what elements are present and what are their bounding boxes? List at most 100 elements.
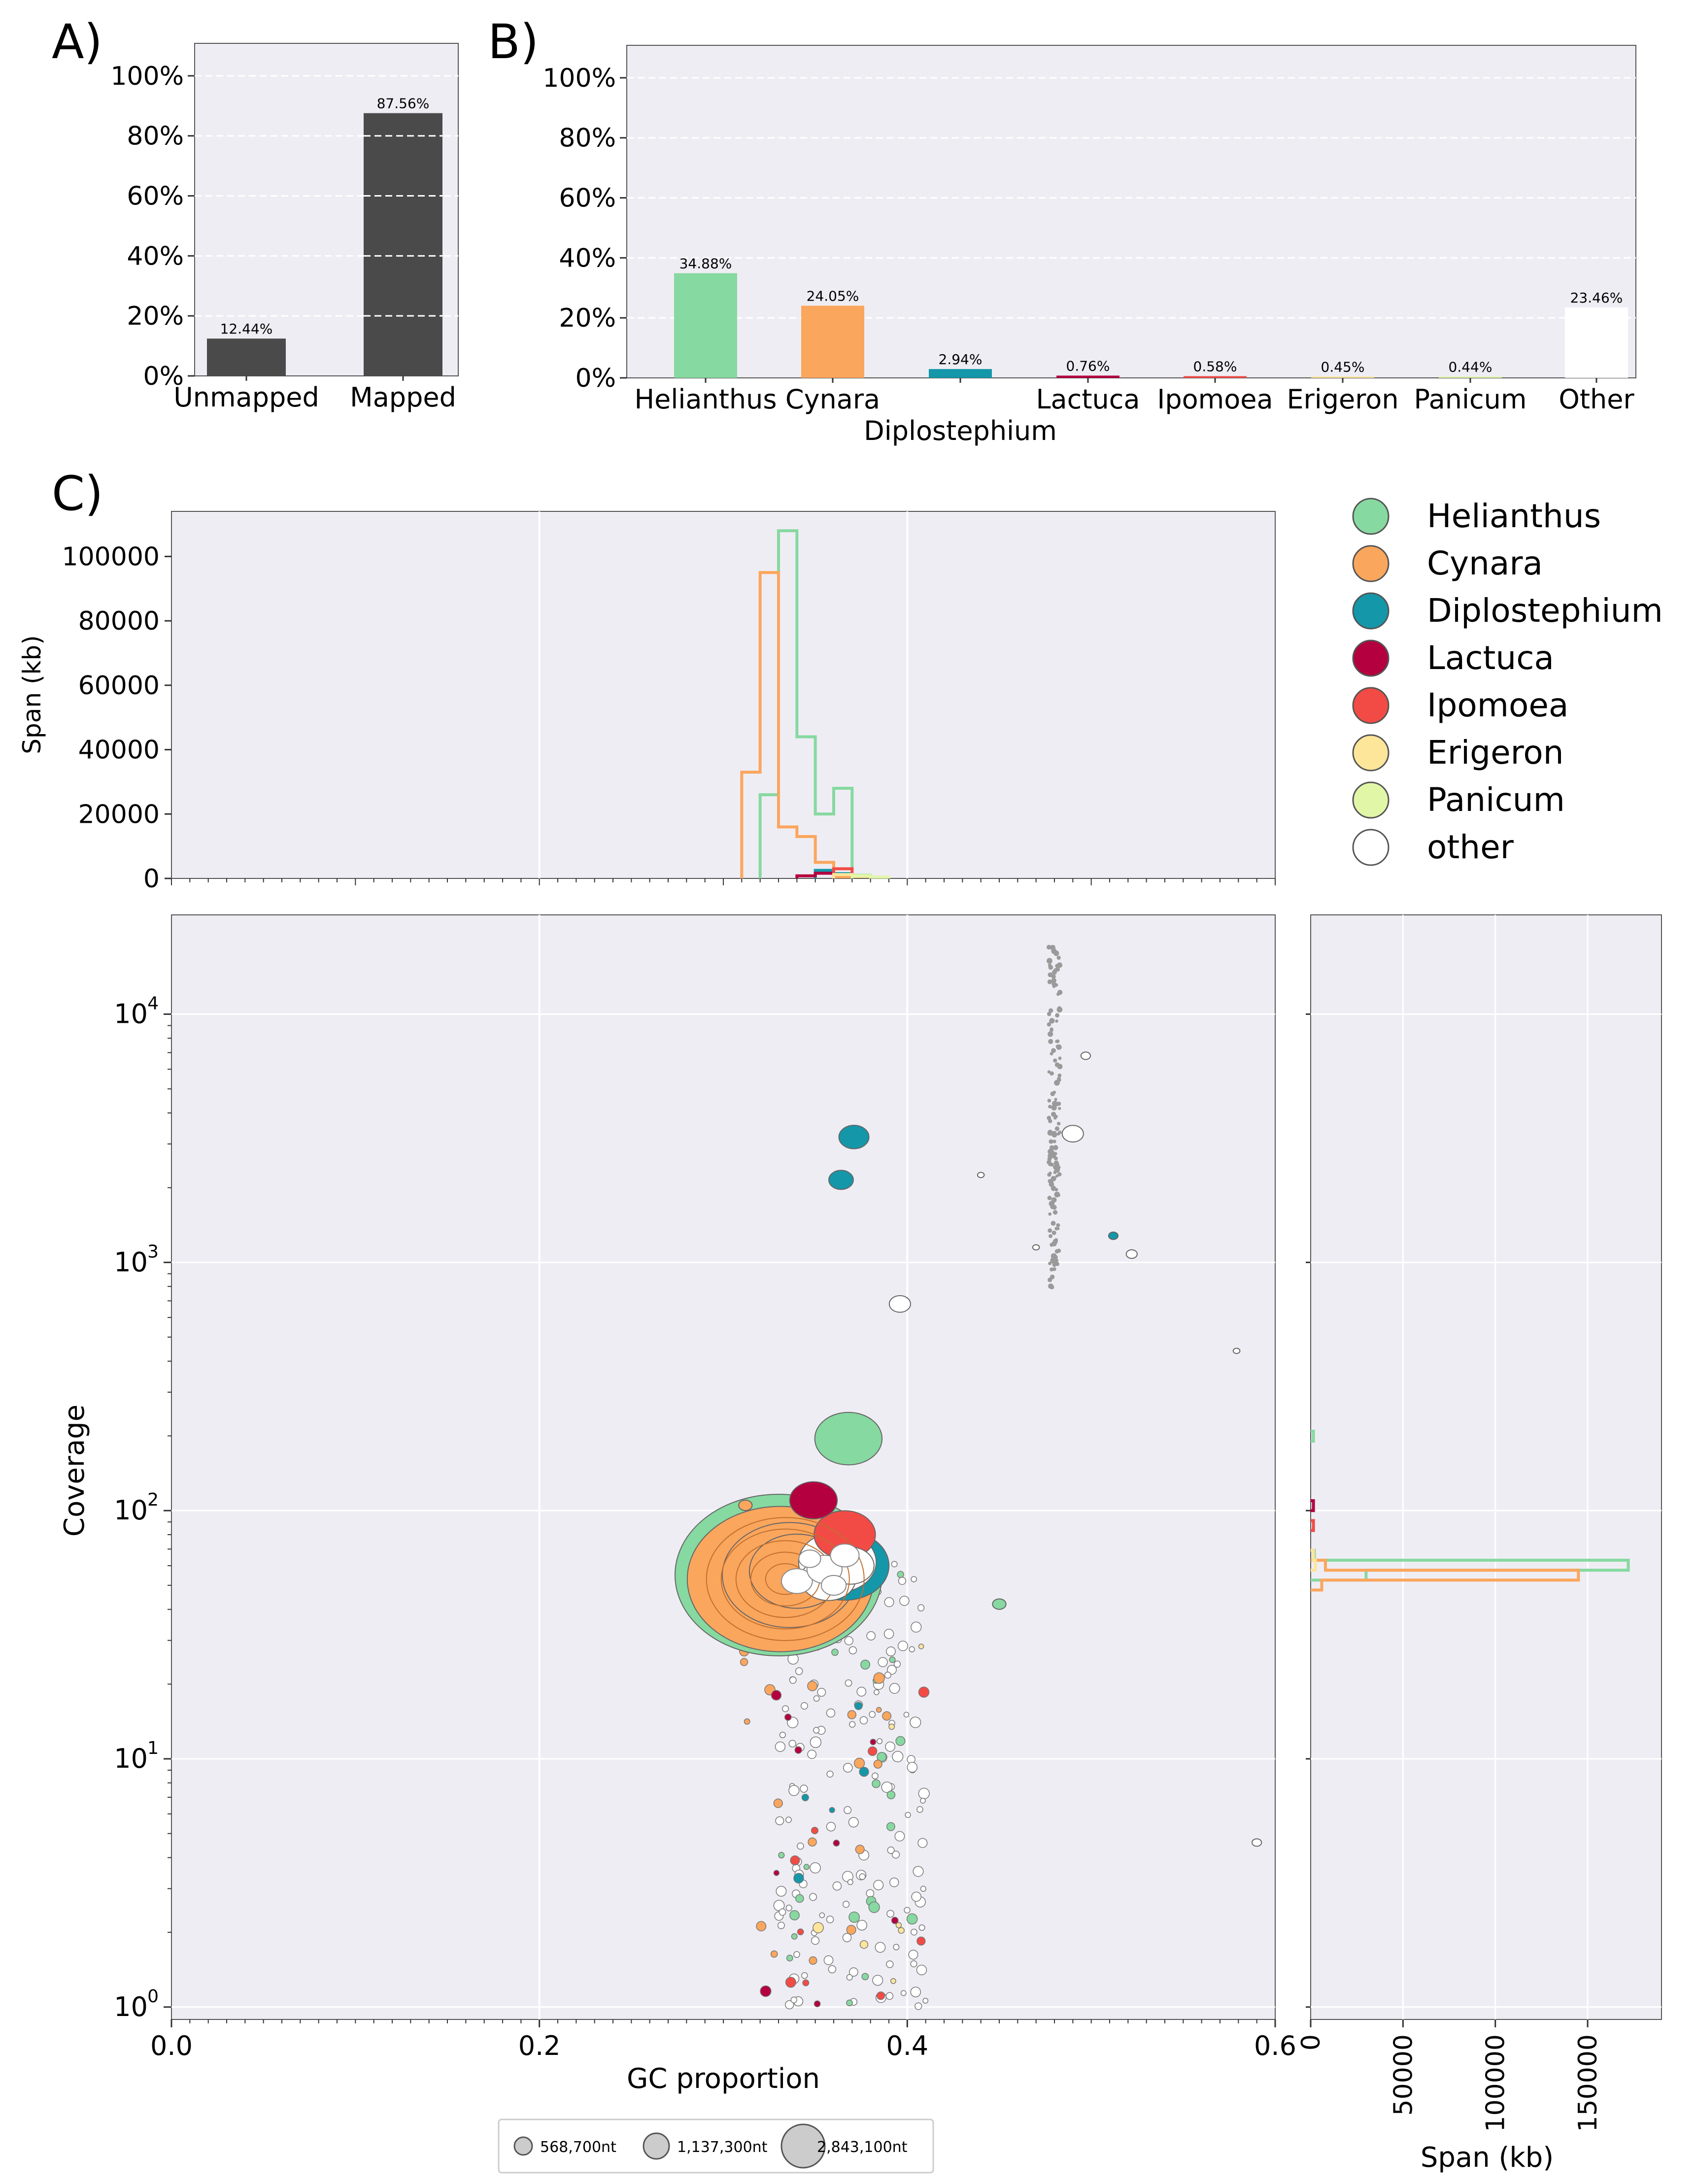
scatter-point-other xyxy=(877,1738,883,1745)
bar-unmapped xyxy=(207,338,286,376)
scatter-point-cynara xyxy=(809,1956,817,1965)
scatter-point-other xyxy=(848,1817,859,1828)
scatter-point-other xyxy=(892,1750,904,1762)
scatter-point-cynara xyxy=(882,1711,892,1721)
scatter-point-other xyxy=(844,1806,852,1814)
scatter-point-other xyxy=(849,1721,856,1728)
scatter-point-other xyxy=(1050,1028,1053,1032)
size-legend-label: 2,843,100nt xyxy=(817,2139,908,2156)
scatter-point-ipomoea xyxy=(785,1977,796,1988)
hist-step-erigeron xyxy=(1311,1548,1317,1572)
scatter-point-other xyxy=(779,1731,786,1739)
scatter-point-other xyxy=(1049,1145,1054,1150)
right-hist-xlabel: Span (kb) xyxy=(1421,2142,1554,2174)
size-legend-frame xyxy=(498,2118,934,2174)
scatter-point-other xyxy=(780,1568,813,1594)
scatter-point-other xyxy=(1058,1056,1062,1060)
scatter-point-other xyxy=(844,1636,853,1646)
scatter-point-other xyxy=(1054,1188,1058,1192)
scatter-point-other xyxy=(1051,1258,1057,1264)
scatter-point-other xyxy=(1054,1098,1057,1101)
bar-value-label: 0.45% xyxy=(1321,359,1365,375)
scatter-point-other xyxy=(920,1797,926,1804)
scatter-point-diplostephium xyxy=(854,1702,863,1711)
scatter-point-other xyxy=(1049,1201,1055,1207)
bar-lactuca xyxy=(1056,375,1119,378)
scatter-point-ipomoea xyxy=(802,1979,810,1986)
scatter-point-other xyxy=(1048,1261,1052,1266)
bar-erigeron xyxy=(1311,376,1374,378)
scatter-point-other xyxy=(1051,1111,1056,1117)
scatter-point-other xyxy=(1057,1074,1062,1078)
scatter-point-helianthus xyxy=(897,1571,904,1578)
scatter-point-other xyxy=(800,1702,808,1710)
scatter-point-ipomoea xyxy=(918,1686,930,1698)
scatter-point-other xyxy=(826,1770,834,1778)
scatter-point-other xyxy=(1053,950,1059,956)
scatter-point-other xyxy=(775,1816,784,1825)
legend-label-helianthus: Helianthus xyxy=(1427,497,1601,535)
x-tick-label: Diplostephium xyxy=(864,415,1057,446)
scatter-point-other xyxy=(1053,968,1057,972)
x-tick-label: 0 xyxy=(1296,2034,1326,2050)
legend-label-panicum: Panicum xyxy=(1427,781,1565,819)
scatter-point-other xyxy=(920,1885,926,1892)
scatter-point-other xyxy=(798,1549,821,1568)
scatter-point-diplostephium xyxy=(1108,1231,1119,1240)
scatter-point-other xyxy=(795,1667,803,1675)
scatter-point-other xyxy=(874,1689,880,1695)
scatter-point-other xyxy=(910,1716,921,1728)
scatter-point-other xyxy=(797,1842,804,1850)
y-tick-label: 20000 xyxy=(78,800,160,829)
scatter-point-erigeron xyxy=(890,1978,896,1984)
scatter-point-other xyxy=(1047,1022,1051,1027)
scatter-point-other xyxy=(1051,1221,1056,1226)
y-tick-label: 0% xyxy=(576,364,616,393)
scatter-point-cynara xyxy=(740,1658,748,1666)
scatter-point-other xyxy=(893,1944,900,1950)
top-hist-plot-area xyxy=(171,511,1276,879)
scatter-point-other xyxy=(810,1862,821,1874)
scatter-point-other xyxy=(785,1904,792,1912)
scatter-point-other xyxy=(801,1972,808,1979)
scatter-point-helianthus xyxy=(803,1864,810,1870)
scatter-point-other xyxy=(1048,1039,1053,1044)
scatter-point-other xyxy=(1055,1019,1058,1023)
scatter-point-other xyxy=(1049,1171,1052,1175)
bar-value-label: 2.94% xyxy=(939,351,983,368)
y-tick-exponent: 3 xyxy=(147,1242,159,1262)
scatter-point-lactuca xyxy=(760,1985,772,1997)
scatter-point-other xyxy=(1125,1249,1138,1259)
bar-value-label: 87.56% xyxy=(377,96,430,112)
scatter-point-other xyxy=(1053,1255,1058,1260)
bar-panicum xyxy=(1439,376,1502,378)
legend-marker-erigeron xyxy=(1352,734,1390,772)
scatter-point-other xyxy=(866,1631,876,1641)
scatter-point-other xyxy=(889,1878,899,1887)
scatter-point-lactuca xyxy=(789,1481,838,1519)
y-tick-label: 60000 xyxy=(78,671,160,701)
scatter-point-other xyxy=(1049,1234,1053,1238)
y-tick-label: 40% xyxy=(559,243,616,273)
x-tick-label: 0.4 xyxy=(886,2030,928,2061)
scatter-point-other xyxy=(789,1676,797,1684)
scatter-point-other xyxy=(885,1741,895,1752)
y-tick-exponent: 4 xyxy=(147,994,159,1014)
scatter-point-other xyxy=(1053,1145,1058,1150)
scatter-point-other xyxy=(1047,944,1051,950)
scatter-point-other xyxy=(911,1576,917,1582)
scatter-point-other xyxy=(1055,1013,1060,1018)
scatter-point-other xyxy=(1056,955,1061,960)
scatter-point-other xyxy=(776,1885,787,1897)
scatter-point-other xyxy=(1056,1044,1062,1050)
scatter-point-helianthus xyxy=(848,1912,860,1923)
scatter-point-cynara xyxy=(873,1672,885,1684)
panel-c-label: C) xyxy=(52,466,103,521)
scatter-point-lactuca xyxy=(771,1690,782,1701)
scatter-point-other xyxy=(845,1679,852,1687)
scatter-point-other xyxy=(1055,1262,1059,1266)
panel-b: B) 0% 20% 40% 60% 80% 100% 34.88% Helianthus 24.… xyxy=(488,14,1636,446)
scatter-point-diplostephium xyxy=(828,1170,854,1190)
scatter-point-other xyxy=(891,1561,898,1568)
